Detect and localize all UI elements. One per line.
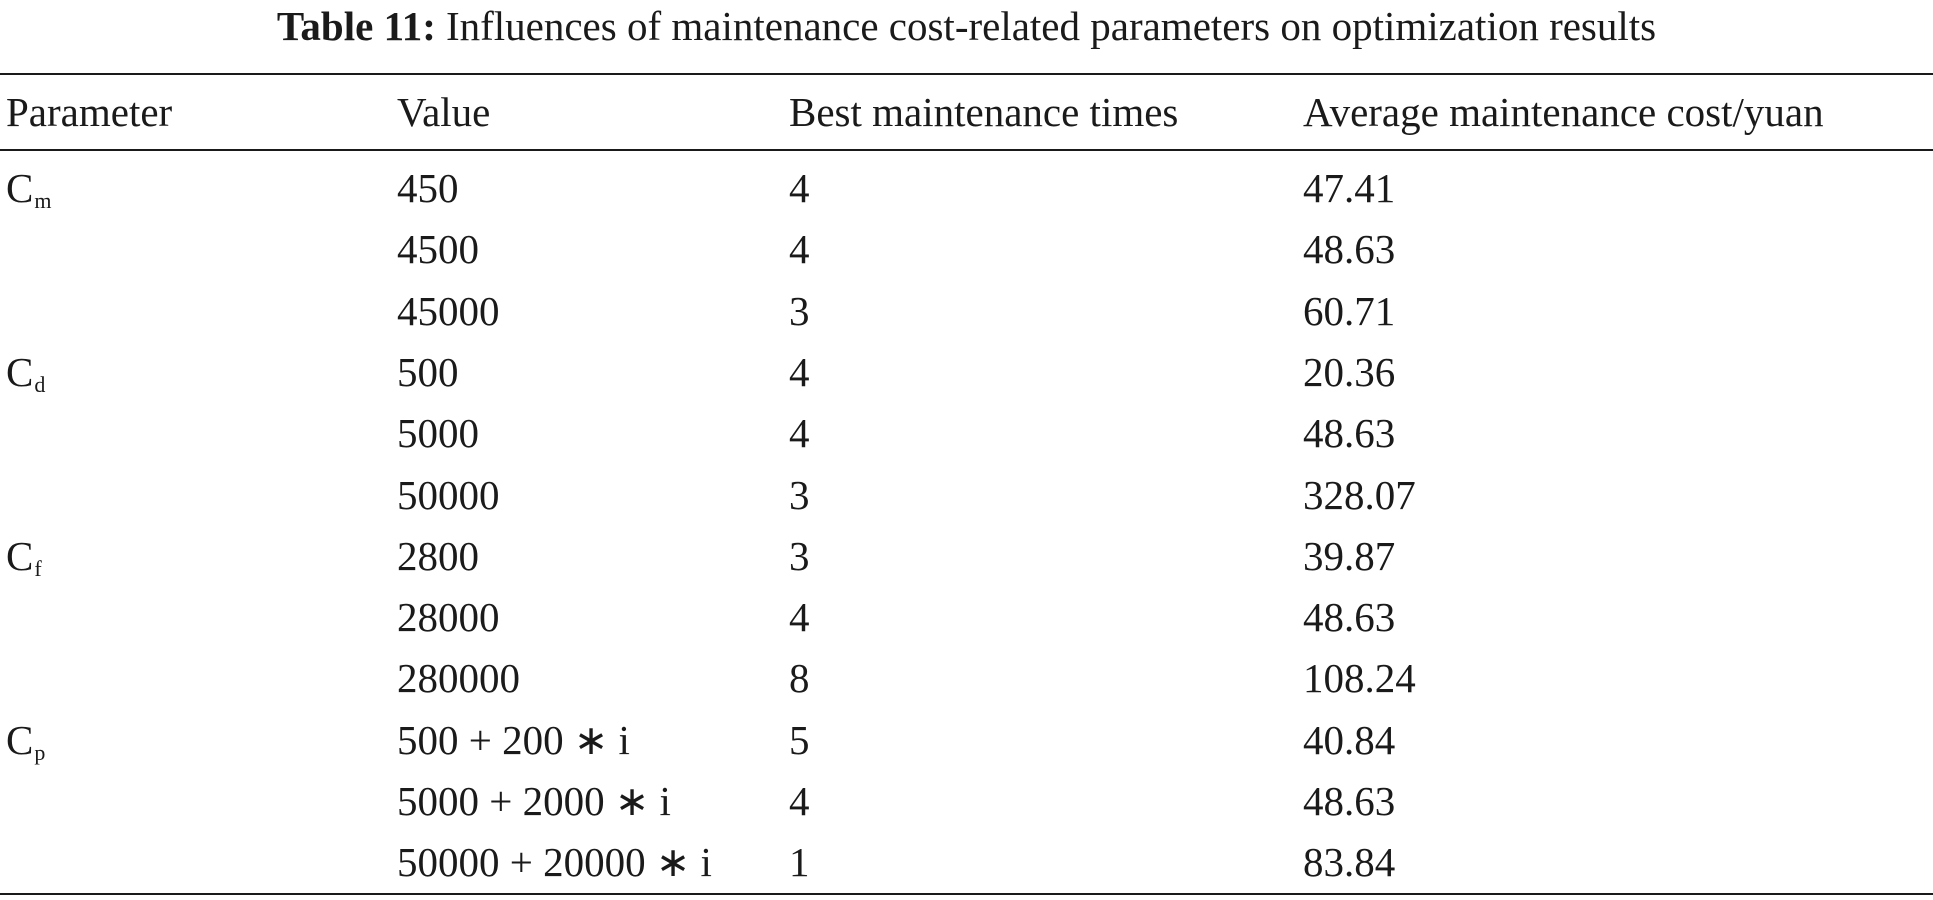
table-cell: 28000: [397, 594, 500, 641]
table-cell: 83.84: [1303, 839, 1396, 886]
table-cell: 39.87: [1303, 532, 1396, 579]
header-rule: [0, 149, 1933, 151]
table-cell: 3: [789, 471, 810, 518]
table-cell: 48.63: [1303, 594, 1396, 641]
table-cell: 500: [397, 348, 459, 395]
table-cell: 45000: [397, 287, 500, 334]
caption-text: Influences of maintenance cost-related p…: [445, 3, 1657, 49]
caption: Table 11: Influences of maintenance cost-…: [0, 2, 1933, 50]
parameter-cell: Cm: [6, 164, 51, 225]
table-cell: 5000 + 2000 ∗ i: [397, 778, 671, 824]
table-cell: 47.41: [1303, 165, 1396, 211]
parameter-cell: Cp: [6, 716, 45, 777]
parameter-symbol: C: [6, 532, 34, 579]
caption-label: Table 11:: [276, 3, 436, 49]
parameter-symbol: C: [6, 716, 34, 763]
table-cell: 20.36: [1303, 348, 1396, 395]
header-cell: Parameter: [6, 89, 173, 135]
table-cell: 50000: [397, 471, 500, 518]
parameter-subscript: m: [34, 188, 52, 213]
bottom-rule: [0, 893, 1933, 895]
parameter-cell: Cf: [6, 532, 42, 593]
header-cell: Best maintenance times: [789, 89, 1179, 135]
parameter-symbol: C: [6, 348, 34, 395]
table-cell: 5: [789, 716, 810, 763]
table-cell: 450: [397, 165, 459, 211]
header-cell: Average maintenance cost/yuan: [1303, 89, 1824, 135]
table-cell: 5000: [397, 410, 479, 457]
table-cell: 4: [789, 165, 810, 211]
table-cell: 48.63: [1303, 778, 1396, 824]
table-cell: 328.07: [1303, 471, 1416, 518]
table-cell: 4: [789, 410, 810, 457]
parameter-subscript: p: [34, 739, 46, 765]
parameter-cell: Cd: [6, 348, 45, 409]
table-cell: 2800: [397, 532, 479, 579]
table-cell: 280000: [397, 655, 520, 702]
table-cell: 50000 + 20000 ∗ i: [397, 839, 712, 886]
table-cell: 4: [789, 226, 810, 273]
table-cell: 1: [789, 839, 810, 886]
parameter-subscript: d: [34, 371, 46, 397]
table-cell: 4: [789, 348, 810, 395]
header-cell: Value: [397, 89, 491, 135]
table-cell: 4: [789, 594, 810, 641]
parameter-subscript: f: [34, 555, 42, 581]
table-cell: 48.63: [1303, 226, 1396, 273]
table-cell: 40.84: [1303, 716, 1396, 763]
table-cell: 48.63: [1303, 410, 1396, 457]
table-cell: 4: [789, 778, 810, 824]
table-cell: 4500: [397, 226, 479, 273]
table-cell: 500 + 200 ∗ i: [397, 716, 630, 763]
table-cell: 108.24: [1303, 655, 1416, 702]
top-rule: [0, 73, 1933, 75]
table-cell: 60.71: [1303, 287, 1396, 334]
table-cell: 8: [789, 655, 810, 702]
parameter-symbol: C: [6, 165, 34, 211]
table-cell: 3: [789, 287, 810, 334]
table-cell: 3: [789, 532, 810, 579]
